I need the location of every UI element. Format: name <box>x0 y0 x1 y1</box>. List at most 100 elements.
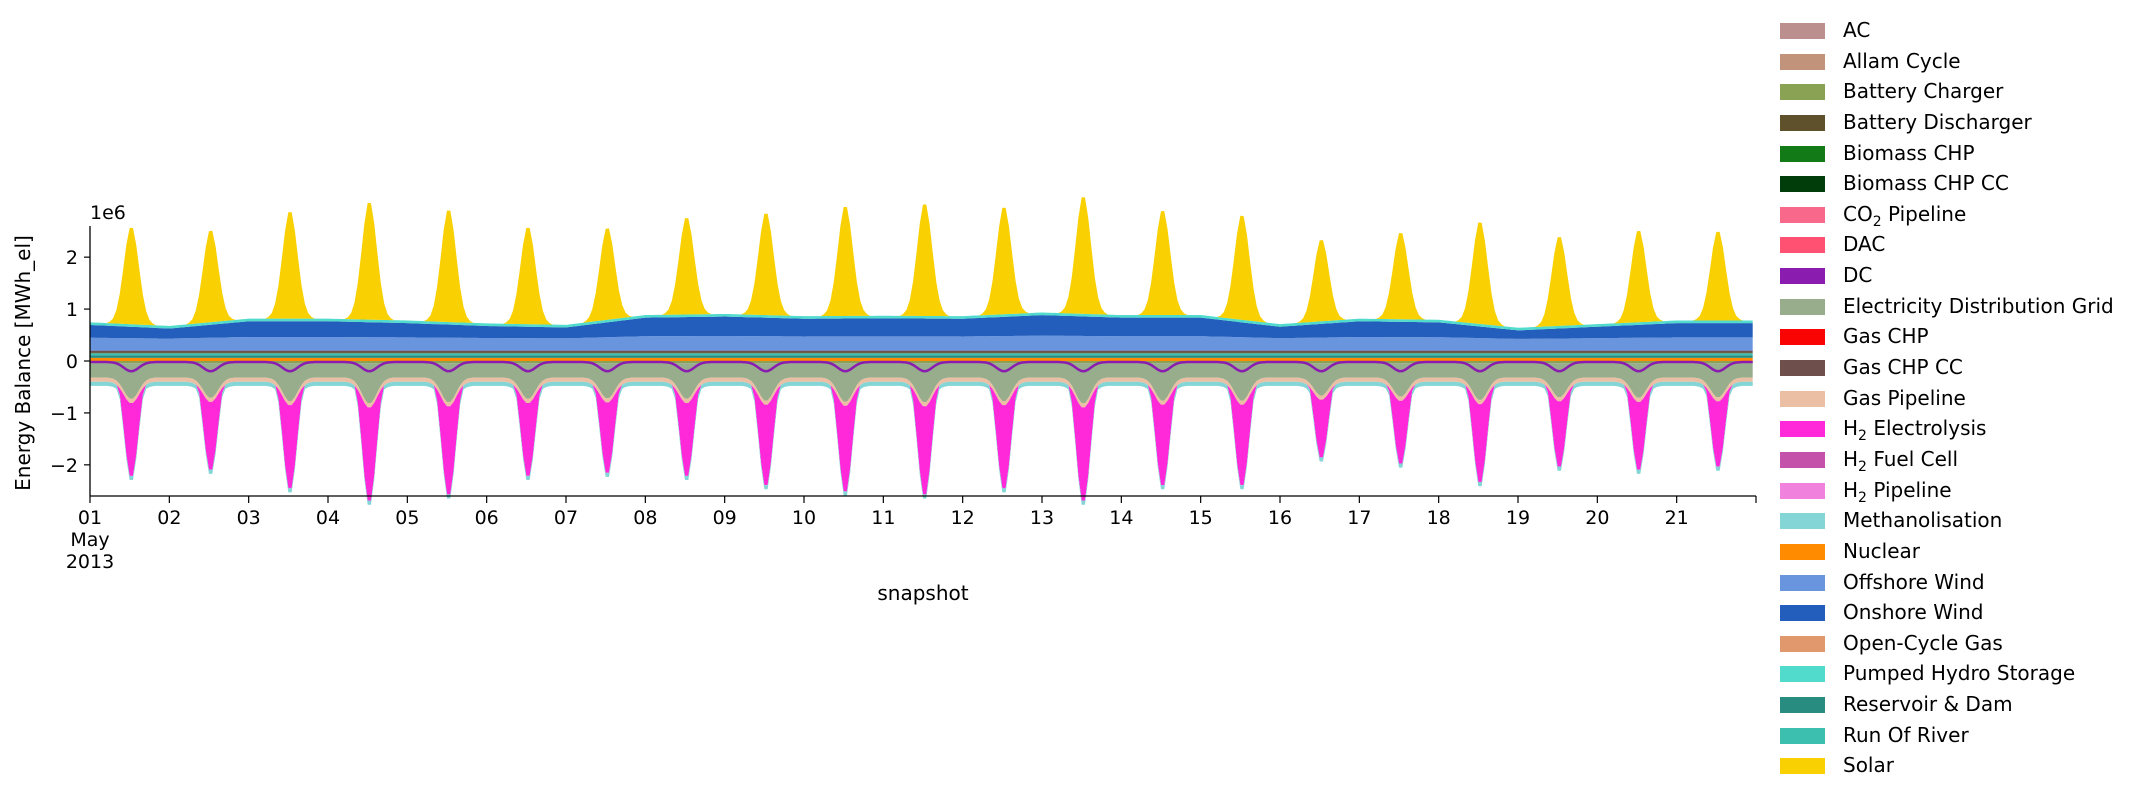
legend-swatch <box>1780 298 1825 315</box>
x-tick-label: 10 <box>792 507 816 529</box>
legend-label: Electricity Distribution Grid <box>1843 293 2114 318</box>
legend-item: DC <box>1780 261 2130 292</box>
y-tick-label: 2 <box>66 247 78 269</box>
legend-swatch <box>1780 543 1825 560</box>
y-axis-label: Energy Balance [MWh_el] <box>11 235 35 491</box>
legend-item: DAC <box>1780 230 2130 261</box>
legend-label: Methanolisation <box>1843 508 2003 533</box>
legend-swatch <box>1780 237 1825 254</box>
legend-item: Offshore Wind <box>1780 568 2130 599</box>
legend-item: Gas CHP CC <box>1780 353 2130 384</box>
legend-label: DC <box>1843 263 1873 288</box>
legend-swatch <box>1780 206 1825 223</box>
legend-item: Reservoir & Dam <box>1780 690 2130 721</box>
legend-swatch <box>1780 482 1825 499</box>
legend: AC Allam Cycle Battery Charger Battery Disc… <box>1780 16 2130 782</box>
legend-item: Biomass CHP CC <box>1780 169 2130 200</box>
legend-swatch <box>1780 114 1825 131</box>
area-run-of-river <box>90 353 1753 356</box>
legend-label: CO2 Pipeline <box>1843 201 1967 230</box>
legend-label: Battery Discharger <box>1843 109 2032 134</box>
area-reservoir-dam <box>90 355 1753 358</box>
legend-item: Battery Charger <box>1780 77 2130 108</box>
legend-item: Nuclear <box>1780 537 2130 568</box>
legend-label: Allam Cycle <box>1843 48 1961 73</box>
x-axis-label: snapshot <box>877 581 968 605</box>
legend-item: H2 Electrolysis <box>1780 414 2130 445</box>
x-tick-label: 07 <box>554 507 578 529</box>
legend-label: H2 Pipeline <box>1843 477 1952 506</box>
y-tick-label: −2 <box>50 455 78 477</box>
plot-areas <box>90 197 1753 505</box>
legend-item: H2 Pipeline <box>1780 476 2130 507</box>
legend-label: Gas Pipeline <box>1843 385 1966 410</box>
legend-item: Solar <box>1780 751 2130 782</box>
legend-label: Nuclear <box>1843 538 1920 563</box>
legend-swatch <box>1780 421 1825 438</box>
area-pumped-hydro-storage <box>90 312 1753 331</box>
legend-swatch <box>1780 758 1825 775</box>
x-tick-label: 04 <box>316 507 340 529</box>
legend-label: Open-Cycle Gas <box>1843 630 2003 655</box>
energy-balance-chart: 210−1−2 01 02 03 04 05 06 07 08 09 10 11 12 13 14 15 16… <box>11 197 1757 605</box>
area-h2-electrolysis <box>90 381 1753 501</box>
legend-item: Allam Cycle <box>1780 47 2130 78</box>
legend-swatch <box>1780 84 1825 101</box>
area-nuclear <box>90 357 1753 361</box>
legend-label: Biomass CHP CC <box>1843 171 2009 196</box>
x-tick-label: 08 <box>633 507 657 529</box>
legend-item: Biomass CHP <box>1780 139 2130 170</box>
legend-item: Run Of River <box>1780 721 2130 752</box>
legend-label: H2 Fuel Cell <box>1843 446 1959 475</box>
legend-item: Gas CHP <box>1780 322 2130 353</box>
legend-item: Pumped Hydro Storage <box>1780 659 2130 690</box>
legend-label: Gas CHP <box>1843 324 1929 349</box>
x-axis: 01 02 03 04 05 06 07 08 09 10 11 12 13 14 15 16 17 18 19 20… <box>66 495 1757 573</box>
legend-swatch <box>1780 635 1825 652</box>
area-solar <box>90 197 1753 328</box>
legend-label: DAC <box>1843 232 1886 257</box>
x-tick-label: 05 <box>395 507 419 529</box>
legend-swatch <box>1780 145 1825 162</box>
x-tick-label: 06 <box>475 507 499 529</box>
x-tick-label: 18 <box>1427 507 1451 529</box>
legend-item: CO2 Pipeline <box>1780 200 2130 231</box>
legend-swatch <box>1780 23 1825 39</box>
x-tick-label: 15 <box>1189 507 1213 529</box>
x-tick-label: 13 <box>1030 507 1054 529</box>
y-offset-label: 1e6 <box>90 202 126 224</box>
y-tick-label: 0 <box>66 351 78 373</box>
legend-swatch <box>1780 176 1825 193</box>
legend-label: Offshore Wind <box>1843 569 1985 594</box>
area-onshore-wind <box>90 315 1753 339</box>
legend-swatch <box>1780 53 1825 70</box>
area-gas-chp-cc <box>90 350 1753 353</box>
legend-label: Pumped Hydro Storage <box>1843 661 2076 686</box>
legend-item: Open-Cycle Gas <box>1780 629 2130 660</box>
x-tick-label: 17 <box>1347 507 1371 529</box>
legend-item: Battery Discharger <box>1780 108 2130 139</box>
legend-label: AC <box>1843 18 1871 42</box>
x-tick-label: 12 <box>951 507 975 529</box>
legend-swatch <box>1780 697 1825 714</box>
legend-label: Battery Charger <box>1843 79 2004 104</box>
x-tick-sublabel: 2013 <box>66 551 114 573</box>
legend-label: Solar <box>1843 753 1894 778</box>
x-tick-label: 19 <box>1506 507 1530 529</box>
x-tick-label: 02 <box>157 507 181 529</box>
legend-item: AC <box>1780 16 2130 47</box>
x-tick-label: 01 <box>78 507 102 529</box>
legend-item: Electricity Distribution Grid <box>1780 292 2130 323</box>
legend-swatch <box>1780 360 1825 377</box>
legend-swatch <box>1780 390 1825 407</box>
y-tick-label: 1 <box>66 299 78 321</box>
x-tick-label: 09 <box>713 507 737 529</box>
legend-label: Onshore Wind <box>1843 600 1984 625</box>
legend-item: Onshore Wind <box>1780 598 2130 629</box>
y-axis: 2 1 0 −1 −2 <box>50 226 91 496</box>
area-electricity-distribution-grid <box>90 363 1753 404</box>
x-tick-sublabel: May <box>70 529 109 551</box>
x-tick-label: 16 <box>1268 507 1292 529</box>
legend-swatch <box>1780 513 1825 530</box>
line-dc <box>90 360 1753 373</box>
